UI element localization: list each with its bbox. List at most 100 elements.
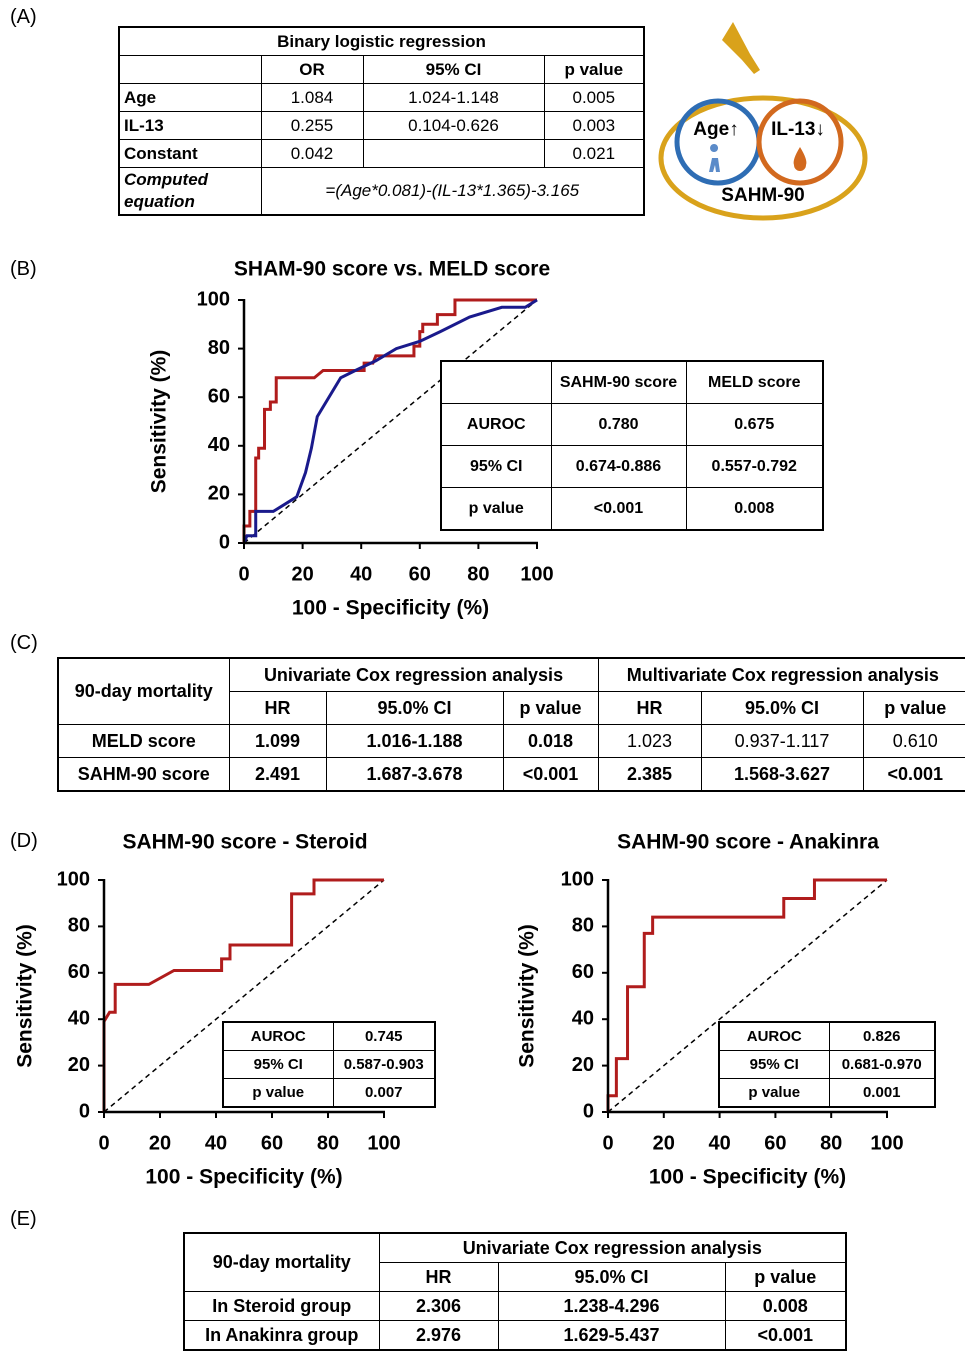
table-row: 95% CI 0.674-0.886 0.557-0.792 — [440, 445, 824, 488]
header-row: SAHM-90 score MELD score — [440, 360, 824, 404]
y-axis-label: Sensitivity (%) — [516, 924, 539, 1068]
x-tick-label: 20 — [291, 563, 313, 585]
table-cell: 0.745 — [332, 1021, 436, 1051]
inset-table: SAHM-90 score MELD score AUROC 0.780 0.675 95… — [440, 360, 824, 531]
table-row: p value 0.001 — [718, 1078, 936, 1108]
x-tick-label: 0 — [98, 1132, 109, 1154]
y-tick-label: 20 — [68, 1054, 90, 1076]
inset-table: AUROC 0.826 95% CI 0.681-0.970 p value 0.001 — [718, 1021, 936, 1108]
y-tick-label: 60 — [572, 961, 594, 983]
y-tick-label: 0 — [79, 1100, 90, 1122]
column-header: OR — [260, 55, 364, 84]
table-cell: HR — [597, 691, 702, 725]
panel-label: (C) — [10, 632, 38, 654]
x-tick-label: 60 — [764, 1132, 786, 1154]
table-cell: 0.001 — [828, 1078, 936, 1108]
table-cell: 1.024-1.148 — [362, 83, 545, 112]
y-tick-label: 20 — [572, 1054, 594, 1076]
x-tick-label: 40 — [350, 563, 372, 585]
table-cell: 0.674-0.886 — [550, 445, 687, 488]
table-title: Binary logistic regression — [118, 26, 645, 56]
table-cell: 1.099 — [228, 724, 327, 758]
tr: 90-day mortality Univariate Cox regressio… — [57, 657, 965, 725]
table-cell: <0.001 — [724, 1320, 847, 1351]
y-tick-label: 40 — [208, 434, 230, 456]
table-cell: 2.491 — [228, 757, 327, 792]
table-cell: 0.104-0.626 — [362, 111, 545, 140]
y-tick-label: 0 — [219, 531, 230, 553]
table-row: 95% CI 0.587-0.903 — [222, 1050, 436, 1079]
table-cell: 95.0% CI — [497, 1262, 726, 1292]
table-cell: 2.976 — [378, 1320, 499, 1351]
table-cell: 0.780 — [550, 403, 687, 446]
y-tick-label: 40 — [572, 1007, 594, 1029]
table-cell: 0.018 — [502, 724, 599, 758]
table-row: AUROC 0.745 — [222, 1021, 436, 1051]
corner-header: 90-day mortality — [57, 657, 230, 725]
reference-line — [243, 299, 538, 544]
tr: MELD score 1.099 1.016-1.188 0.018 1.023 0.93… — [57, 724, 965, 758]
row-label: Age — [118, 83, 262, 112]
tr: HR 95.0% CI p value HR 95.0% CI p value — [58, 691, 965, 725]
column-header: 95% CI — [362, 55, 545, 84]
chart-title: SAHM-90 score - Anakinra — [617, 831, 879, 854]
x-tick-label: 80 — [820, 1132, 842, 1154]
column-header: p value — [543, 55, 645, 84]
x-axis-label: 100 - Specificity (%) — [145, 1166, 342, 1189]
roc-curve — [242, 298, 538, 544]
row-label: p value — [440, 487, 552, 531]
row-label: AUROC — [718, 1021, 830, 1051]
x-tick-label: 80 — [317, 1132, 339, 1154]
score-ellipse — [658, 95, 868, 221]
x-tick-label: 40 — [205, 1132, 227, 1154]
cox-table: 90-day mortality Univariate Cox regressio… — [57, 657, 965, 792]
person-icon — [709, 144, 720, 172]
y-tick-label: 100 — [561, 868, 594, 890]
row-label: MELD score — [57, 724, 230, 758]
table-cell: 1.084 — [260, 83, 364, 112]
inset-table: AUROC 0.745 95% CI 0.587-0.903 p value 0.007 — [222, 1021, 436, 1108]
tr: OR 95% CI p value — [118, 55, 645, 84]
bottle-icon — [722, 22, 760, 74]
tbody: 90-day mortality Univariate Cox regressio… — [183, 1232, 847, 1351]
row-label: IL-13 — [118, 111, 262, 140]
corner-header: 90-day mortality — [183, 1232, 380, 1292]
row-label: Computed equation — [118, 167, 262, 216]
table-cell: 1.023 — [597, 724, 702, 758]
row-label: p value — [222, 1078, 334, 1108]
table-cell: 0.007 — [332, 1078, 436, 1108]
x-tick-label: 100 — [520, 563, 553, 585]
table-cell: 0.587-0.903 — [332, 1050, 436, 1079]
table-cell: 0.937-1.117 — [700, 724, 864, 758]
table-cell: <0.001 — [502, 757, 599, 792]
table-cell — [118, 55, 262, 84]
row-label: Constant — [118, 139, 262, 168]
table-cell: 2.306 — [378, 1291, 499, 1321]
table-cell: 0.675 — [685, 403, 824, 446]
table-cell: 0.610 — [862, 724, 965, 758]
x-tick-label: 100 — [367, 1132, 400, 1154]
table-cell: 0.681-0.970 — [828, 1050, 936, 1079]
table-cell: 0.826 — [828, 1021, 936, 1051]
roc-curve — [606, 878, 887, 1112]
y-axis-label: Sensitivity (%) — [148, 350, 171, 494]
subgroup-table: 90-day mortality Univariate Cox regressio… — [183, 1232, 848, 1351]
x-axis-label: 100 - Specificity (%) — [649, 1166, 846, 1189]
panel-label: (D) — [10, 830, 38, 852]
group-header: Univariate Cox regression analysis — [228, 657, 599, 692]
row-label: 95% CI — [440, 445, 552, 488]
row-label: AUROC — [440, 403, 552, 446]
y-tick-label: 40 — [68, 1007, 90, 1029]
roc-curve — [242, 298, 537, 543]
corner-cell — [440, 360, 552, 404]
y-tick-label: 20 — [208, 483, 230, 505]
table-cell — [362, 139, 545, 168]
row-label: 95% CI — [222, 1050, 334, 1079]
table-cell: 1.687-3.678 — [325, 757, 504, 792]
table-cell: 95.0% CI — [700, 691, 864, 725]
table-cell: 95.0% CI — [325, 691, 504, 725]
x-axis-label: 100 - Specificity (%) — [292, 597, 489, 620]
panel-label: (B) — [10, 258, 37, 280]
y-tick-label: 0 — [583, 1100, 594, 1122]
